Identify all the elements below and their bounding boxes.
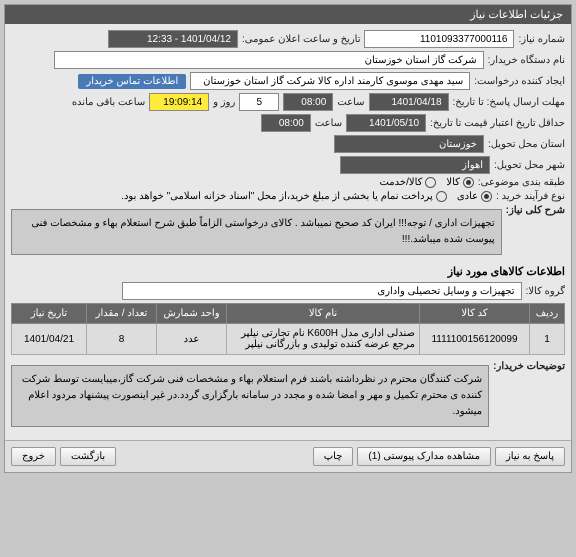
province-value: خوزستان (334, 135, 484, 153)
remain-label: ساعت باقی مانده (72, 97, 145, 108)
announce-value: 1401/04/12 - 12:33 (108, 30, 238, 48)
class-service-option[interactable]: کالا/خدمت (379, 177, 436, 188)
group-value: تجهیزات و وسایل تحصیلی واداری (122, 282, 522, 300)
requester-value: سید مهدی موسوی کارمند اداره کالا شرکت گا… (190, 72, 470, 90)
buyer-org-label: نام دستگاه خریدار: (488, 55, 565, 66)
valid-date: 1401/05/10 (346, 114, 426, 132)
buyer-notes-label: توضیحات خریدار: (493, 361, 565, 372)
cell-qty: 8 (87, 324, 157, 355)
buyer-notes-box: شرکت کنندگان محترم در نظرداشته باشند فرم… (11, 365, 489, 427)
valid-time: 08:00 (261, 114, 311, 132)
need-no-label: شماره نیاز: (518, 34, 565, 45)
panel-body: شماره نیاز: 1101093377000116 تاریخ و ساع… (5, 24, 571, 440)
class-radio-group: کالا کالا/خدمت (379, 177, 473, 188)
print-button[interactable]: چاپ (313, 447, 354, 466)
cell-name: صندلی اداری مدل K600H نام تجارتی نیلپر م… (227, 324, 420, 355)
deadline-label: مهلت ارسال پاسخ: تا تاریخ: (453, 97, 565, 108)
buyer-org-value: شرکت گاز استان خوزستان (54, 51, 484, 69)
back-button[interactable]: بازگشت (60, 447, 116, 466)
need-details-panel: جزئیات اطلاعات نیاز شماره نیاز: 11010933… (4, 4, 572, 473)
announce-label: تاریخ و ساعت اعلان عمومی: (242, 34, 361, 45)
city-label: شهر محل تحویل: (494, 160, 565, 171)
buy-normal-label: عادی (457, 191, 478, 202)
cell-code: 1111100156120099 (420, 324, 530, 355)
table-header-row: ردیف کد کالا نام کالا واحد شمارش تعداد /… (12, 304, 565, 324)
items-table: ردیف کد کالا نام کالا واحد شمارش تعداد /… (11, 303, 565, 355)
buy-other-label: پرداخت نمام یا بخشی از مبلغ خرید،از محل … (121, 191, 433, 202)
province-label: استان محل تحویل: (488, 139, 565, 150)
th-code: کد کالا (420, 304, 530, 324)
radio-checked-icon (463, 177, 474, 188)
remain-days: 5 (239, 93, 279, 111)
remain-time: 19:09:14 (149, 93, 209, 111)
roz-label: روز و (213, 97, 235, 108)
class-kala-option[interactable]: کالا (446, 177, 474, 188)
cell-unit: عدد (157, 324, 227, 355)
contact-badge[interactable]: اطلاعات تماس خریدار (78, 74, 186, 89)
th-date: تاریخ نیاز (12, 304, 87, 324)
class-service-label: کالا/خدمت (379, 177, 422, 188)
class-label: طبقه بندی موضوعی: (478, 177, 565, 188)
answer-button[interactable]: پاسخ به نیاز (495, 447, 565, 466)
time-label-2: ساعت (315, 118, 342, 129)
attachments-button[interactable]: مشاهده مدارک پیوستی (1) (357, 447, 491, 466)
buy-type-group: عادی پرداخت نمام یا بخشی از مبلغ خرید،از… (121, 191, 492, 202)
group-label: گروه کالا: (526, 286, 565, 297)
desc-box: تجهیزات اداری / توجه!!! ایران کد صحیح نم… (11, 209, 502, 255)
th-row: ردیف (530, 304, 565, 324)
class-kala-label: کالا (446, 177, 460, 188)
table-row[interactable]: 1 1111100156120099 صندلی اداری مدل K600H… (12, 324, 565, 355)
th-unit: واحد شمارش (157, 304, 227, 324)
valid-label: حداقل تاریخ اعتبار قیمت تا تاریخ: (430, 118, 565, 129)
city-value: اهواز (340, 156, 490, 174)
radio-checked-icon (481, 191, 492, 202)
panel-title: جزئیات اطلاعات نیاز (5, 5, 571, 24)
need-no-value: 1101093377000116 (364, 30, 514, 48)
buy-type-label: نوع فرآیند خرید : (496, 191, 565, 202)
button-row: پاسخ به نیاز مشاهده مدارک پیوستی (1) چاپ… (5, 440, 571, 472)
radio-icon (436, 191, 447, 202)
requester-label: ایجاد کننده درخواست: (474, 76, 565, 87)
th-qty: تعداد / مقدار (87, 304, 157, 324)
buy-normal-option[interactable]: عادی (457, 191, 492, 202)
buy-other-option[interactable]: پرداخت نمام یا بخشی از مبلغ خرید،از محل … (121, 191, 447, 202)
deadline-time: 08:00 (283, 93, 333, 111)
desc-label: شرح کلی نیاز: (506, 205, 565, 216)
time-label-1: ساعت (337, 97, 364, 108)
th-name: نام کالا (227, 304, 420, 324)
items-title: اطلاعات کالاهای مورد نیاز (11, 265, 565, 278)
deadline-date: 1401/04/18 (369, 93, 449, 111)
cell-date: 1401/04/21 (12, 324, 87, 355)
cell-idx: 1 (530, 324, 565, 355)
radio-icon (425, 177, 436, 188)
close-button[interactable]: خروج (11, 447, 56, 466)
